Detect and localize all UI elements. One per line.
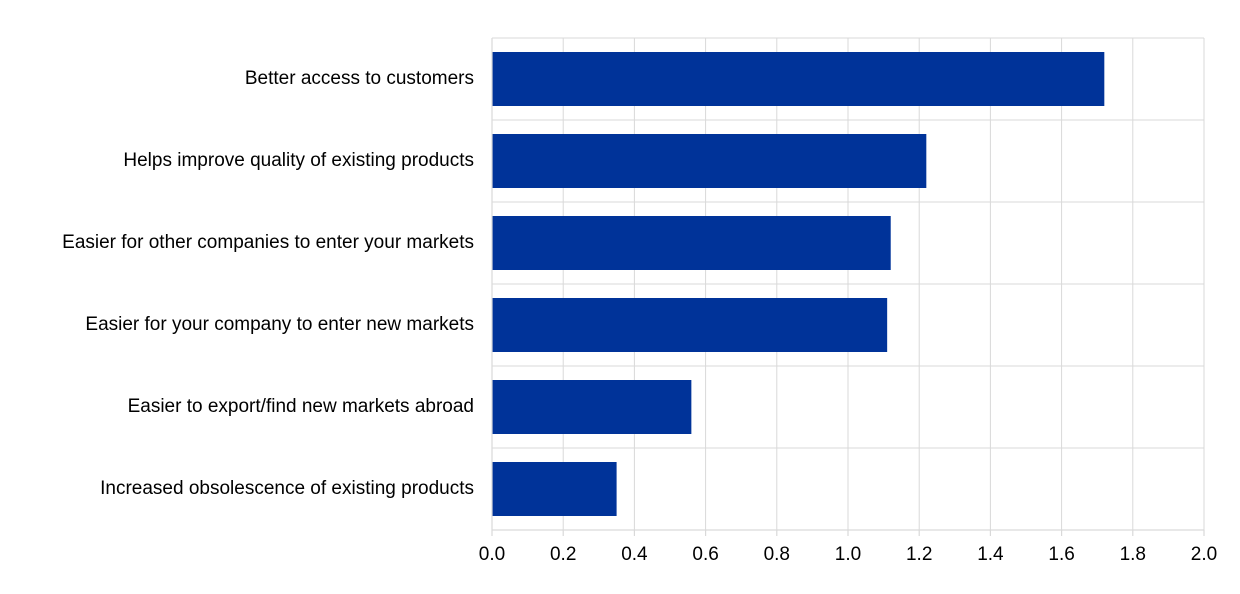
bar xyxy=(492,298,888,352)
category-label: Easier for other companies to enter your… xyxy=(62,232,474,253)
x-tick-label: 1.4 xyxy=(977,544,1004,565)
category-label: Better access to customers xyxy=(245,68,474,89)
x-tick-label: 0.6 xyxy=(692,544,718,565)
category-label: Easier for your company to enter new mar… xyxy=(85,314,474,335)
axes xyxy=(491,38,1205,536)
x-tick-label: 0.4 xyxy=(621,544,648,565)
x-tick-label: 2.0 xyxy=(1191,544,1217,565)
x-tick-label: 1.2 xyxy=(906,544,932,565)
bar xyxy=(492,216,891,270)
x-tick-label: 1.6 xyxy=(1048,544,1074,565)
x-tick-label: 0.8 xyxy=(764,544,790,565)
category-label: Helps improve quality of existing produc… xyxy=(123,150,474,171)
bar xyxy=(492,462,617,516)
x-tick-label: 1.0 xyxy=(835,544,861,565)
category-label: Easier to export/find new markets abroad xyxy=(128,396,474,417)
x-tick-label: 0.2 xyxy=(550,544,576,565)
bar xyxy=(492,380,692,434)
bar xyxy=(492,134,927,188)
category-labels: Better access to customers Helps improve … xyxy=(62,68,474,499)
bar xyxy=(492,52,1105,106)
bars xyxy=(492,52,1105,516)
x-tick-label: 0.0 xyxy=(479,544,505,565)
grid xyxy=(491,37,1205,531)
x-tick-label: 1.8 xyxy=(1120,544,1146,565)
x-tick-labels: 0.0 0.2 0.4 0.6 0.8 1.0 1.2 1.4 1.6 1.8 2.0 xyxy=(479,544,1217,565)
category-label: Increased obsolescence of existing produ… xyxy=(100,478,474,499)
